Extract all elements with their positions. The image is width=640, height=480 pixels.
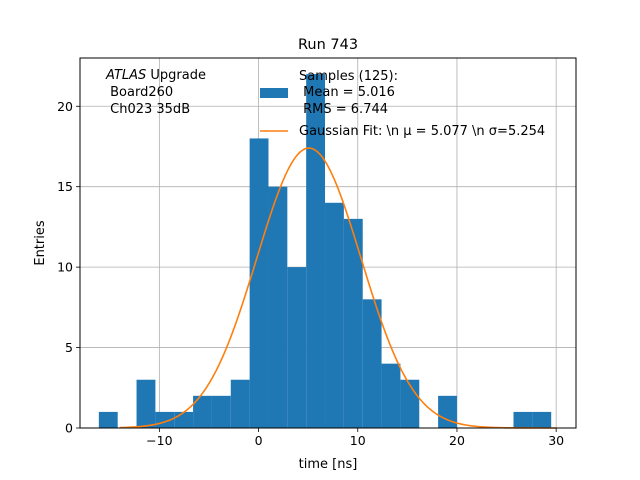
annotation-atlas: ATLAS — [105, 68, 146, 83]
histogram-bar — [306, 74, 326, 428]
y-tick-label: 20 — [57, 99, 73, 114]
histogram-bar — [532, 411, 552, 428]
histogram-bar — [343, 218, 363, 428]
gaussian-fit-line — [119, 147, 557, 429]
legend: Samples (125): Mean = 5.016 RMS = 6.744 … — [260, 69, 545, 139]
fit-layer — [119, 147, 557, 429]
histogram-bar — [400, 379, 420, 428]
histogram-bar — [287, 267, 307, 428]
annotation-line-3: Ch023 35dB — [106, 102, 190, 117]
annotation-block: ATLAS Upgrade Board260 Ch023 35dB — [105, 68, 206, 117]
y-axis-ticks: 0 5 10 15 20 — [57, 99, 80, 436]
legend-hist-line-1: Samples (125): — [299, 69, 398, 84]
x-axis-ticks: −10 0 10 20 30 — [146, 428, 564, 448]
x-tick-label: 10 — [350, 433, 366, 448]
legend-hist-line-2: Mean = 5.016 — [299, 85, 395, 100]
histogram-bar — [193, 395, 212, 428]
histogram-bar — [325, 202, 344, 428]
x-tick-label: 0 — [255, 433, 263, 448]
y-tick-label: 5 — [65, 340, 73, 355]
annotation-line-2: Board260 — [106, 85, 173, 100]
histogram-bar — [211, 395, 231, 428]
y-axis-label: Entries — [33, 220, 48, 266]
histogram-bar — [381, 363, 401, 428]
histogram-bar — [249, 138, 269, 428]
plot-frame — [79, 57, 577, 429]
y-tick-label: 10 — [57, 260, 73, 275]
x-tick-label: −10 — [146, 433, 172, 448]
histogram-bar — [513, 411, 533, 428]
x-tick-label: 20 — [449, 433, 465, 448]
y-tick-label: 15 — [57, 179, 73, 194]
x-tick-label: 30 — [548, 433, 564, 448]
annotation-line-1: ATLAS Upgrade — [105, 68, 206, 83]
chart-title: Run 743 — [298, 37, 358, 53]
annotation-upgrade: Upgrade — [146, 68, 206, 83]
histogram-bar — [98, 411, 118, 428]
x-axis-label: time [ns] — [299, 457, 358, 472]
histogram-bar — [268, 186, 288, 428]
y-tick-label: 0 — [65, 421, 73, 436]
legend-fit-label: Gaussian Fit: \n μ = 5.077 \n σ=5.254 — [299, 124, 545, 139]
histogram-bar — [438, 395, 457, 428]
histogram-bar — [230, 379, 250, 428]
legend-hist-line-3: RMS = 6.744 — [299, 102, 388, 117]
histogram-bar — [136, 379, 156, 428]
histogram-bar — [362, 299, 382, 428]
legend-hist-swatch — [260, 88, 288, 98]
histogram-bar — [174, 411, 194, 428]
